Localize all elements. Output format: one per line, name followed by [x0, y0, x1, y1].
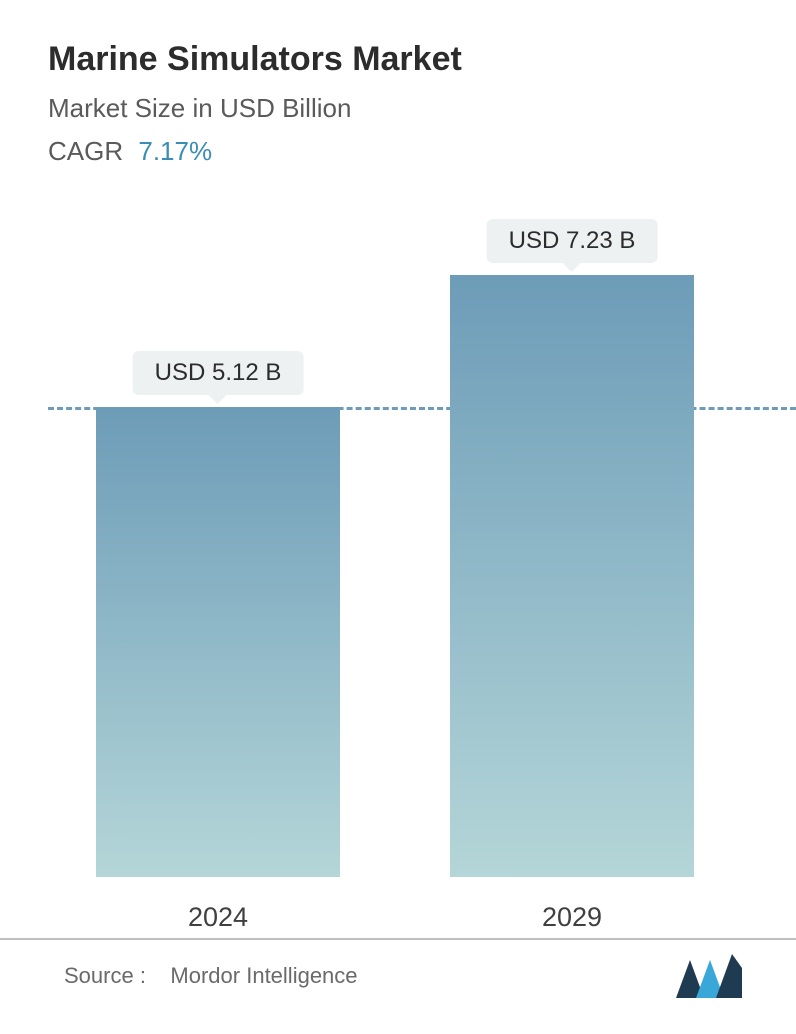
logo-shape-3: [716, 954, 742, 998]
value-badge-2029: USD 7.23 B: [487, 219, 658, 263]
footer: Source : Mordor Intelligence: [0, 938, 796, 998]
bar-2024: USD 5.12 B: [96, 407, 340, 877]
bar-fill-2029: [450, 275, 694, 877]
chart-area: USD 5.12 B USD 7.23 B: [48, 197, 748, 877]
bar-2029: USD 7.23 B: [450, 275, 694, 877]
cagr-row: CAGR 7.17%: [48, 136, 748, 167]
source-name: Mordor Intelligence: [170, 963, 357, 988]
cagr-value: 7.17%: [138, 136, 212, 166]
x-label-2029: 2029: [542, 902, 602, 933]
chart-subtitle: Market Size in USD Billion: [48, 93, 748, 124]
chart-title: Marine Simulators Market: [48, 40, 748, 79]
source-text: Source : Mordor Intelligence: [64, 963, 358, 989]
cagr-label: CAGR: [48, 136, 123, 166]
bar-fill-2024: [96, 407, 340, 877]
source-label: Source :: [64, 963, 146, 988]
x-label-2024: 2024: [188, 902, 248, 933]
brand-logo-icon: [676, 954, 748, 998]
value-badge-2024: USD 5.12 B: [133, 351, 304, 395]
